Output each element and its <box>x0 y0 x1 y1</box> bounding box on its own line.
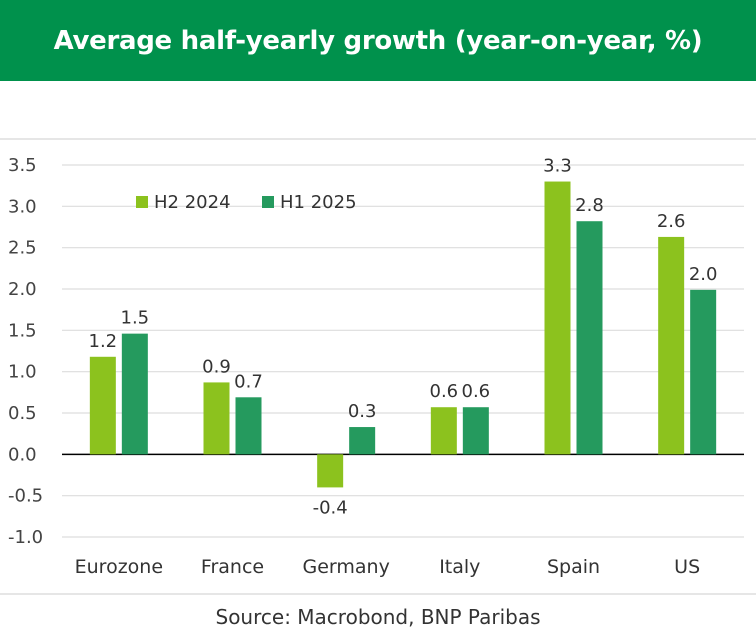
x-category-label: Italy <box>439 556 480 578</box>
bar-h2-2024 <box>203 382 230 455</box>
x-category-label: France <box>201 556 264 578</box>
y-tick-label: 0.5 <box>8 403 37 424</box>
legend-swatch <box>136 196 148 208</box>
source-note: Source: Macrobond, BNP Paribas <box>216 605 541 629</box>
bar-h1-2025 <box>576 221 603 455</box>
y-tick-label: 3.5 <box>8 155 37 176</box>
y-tick-label: 1.0 <box>8 362 37 383</box>
y-tick-label: -1.0 <box>8 527 43 548</box>
data-label: 0.6 <box>462 381 491 402</box>
bar-h2-2024 <box>317 454 344 488</box>
x-category-label: US <box>674 556 700 578</box>
chart-area: 3.5 3.0 2.5 2.0 1.5 1.0 0.5 0.0 -0.5 -1.0 1.2 1.5 0… <box>0 81 756 633</box>
y-axis-ticks: 3.5 3.0 2.5 2.0 1.5 1.0 0.5 0.0 -0.5 -1.0 <box>8 155 43 548</box>
data-label: 2.0 <box>689 264 718 285</box>
x-category-label: Germany <box>303 556 390 578</box>
y-tick-label: 0.0 <box>8 444 37 465</box>
gridlines <box>0 138 756 538</box>
data-label: 0.9 <box>202 356 231 377</box>
bar-h1-2025 <box>462 407 489 455</box>
data-label: 0.6 <box>430 381 459 402</box>
y-tick-label: 3.0 <box>8 196 37 217</box>
bar-h2-2024 <box>89 356 116 455</box>
chart-header: Average half-yearly growth (year-on-year… <box>0 0 756 81</box>
legend-swatch <box>262 196 274 208</box>
x-category-label: Eurozone <box>75 556 163 578</box>
data-label: -0.4 <box>313 497 348 518</box>
bar-h1-2025 <box>235 397 262 455</box>
bars <box>89 181 717 488</box>
data-label: 1.5 <box>121 308 150 329</box>
bar-h1-2025 <box>121 333 148 455</box>
data-labels: 1.21.5 0.90.7 -0.4 0.3 0.6 0.6 3.32.8 2.6 2.0 <box>89 156 718 519</box>
bar-h1-2025 <box>690 289 717 455</box>
legend-label: H1 2025 <box>280 192 357 213</box>
x-axis-categories: Eurozone France Germany Italy Spain US <box>75 556 701 578</box>
data-label: 2.6 <box>657 211 686 232</box>
data-label: 1.2 <box>89 331 118 352</box>
x-category-label: Spain <box>547 556 600 578</box>
y-tick-label: 2.5 <box>8 238 37 259</box>
legend: H2 2024 H1 2025 <box>136 192 357 213</box>
y-tick-label: -0.5 <box>8 486 43 507</box>
bar-h2-2024 <box>658 236 685 455</box>
bar-h1-2025 <box>349 427 376 455</box>
data-label: 2.8 <box>575 195 604 216</box>
bar-chart: 3.53.02.52.01.51.00.50.0-0.5-1.0 1.21.50… <box>0 138 756 629</box>
data-label: 3.3 <box>543 156 572 177</box>
data-label: 0.7 <box>234 371 263 392</box>
y-tick-label: 2.0 <box>8 279 37 300</box>
bar-h2-2024 <box>430 407 457 455</box>
y-tick-label: 1.5 <box>8 320 37 341</box>
chart-title: Average half-yearly growth (year-on-year… <box>53 25 703 56</box>
legend-label: H2 2024 <box>154 192 231 213</box>
data-label: 0.3 <box>348 401 377 422</box>
bar-h2-2024 <box>544 181 571 455</box>
